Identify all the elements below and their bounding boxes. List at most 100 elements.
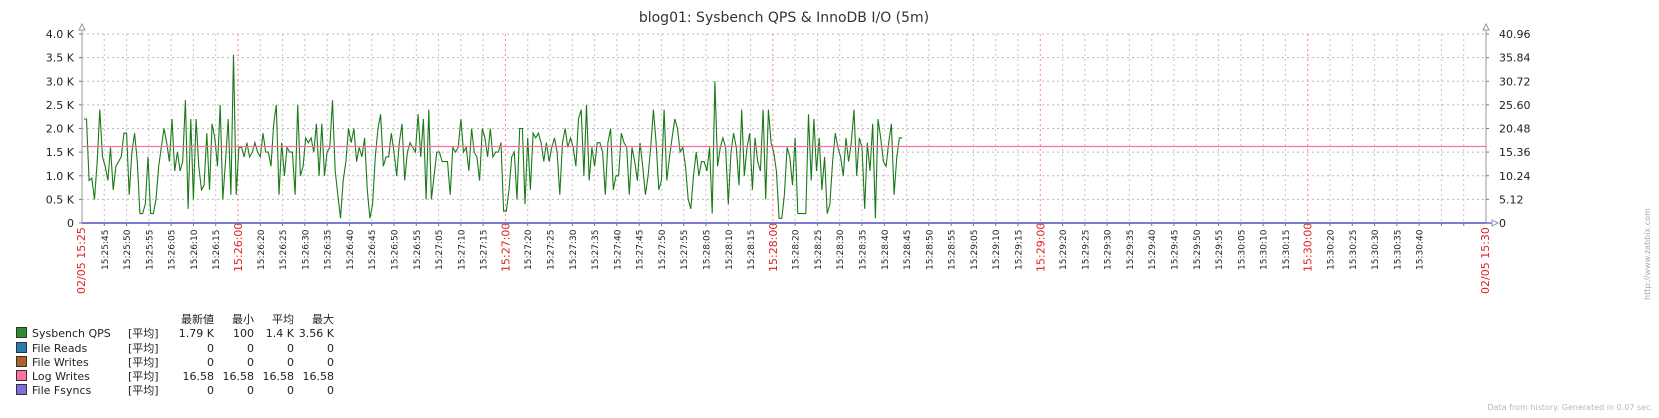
- x-tick-minor: 15:30:35: [1393, 230, 1403, 270]
- y-tick-left: 4.0 K: [46, 28, 75, 41]
- legend-name: Sysbench QPS: [32, 327, 111, 341]
- x-tick-minor: 15:27:45: [636, 230, 646, 270]
- legend-header-avg: 平均: [272, 313, 294, 326]
- legend-agg: [平均]: [128, 370, 159, 384]
- y-tick-right: 5.12: [1499, 193, 1524, 206]
- x-axis-arrow: [1491, 219, 1500, 227]
- legend: 最新値 最小 平均 最大 Sysbench QPS [平均] 1.79 K 10…: [16, 313, 334, 399]
- x-tick-minor: 15:25:55: [145, 230, 155, 270]
- legend-max: 3.56 K: [298, 327, 334, 341]
- x-tick-minor: 15:26:50: [391, 229, 401, 270]
- x-tick-minor: 15:30:30: [1371, 229, 1381, 270]
- x-tick-minor: 15:29:50: [1193, 229, 1203, 270]
- legend-name: File Writes: [32, 355, 89, 369]
- x-tick-minor: 15:26:05: [168, 230, 178, 270]
- x-tick-minor: 15:27:05: [435, 230, 445, 270]
- legend-name: File Fsyncs: [32, 384, 92, 398]
- legend-min: 0: [247, 384, 254, 398]
- legend-swatch: [16, 384, 27, 396]
- y-tick-right: 30.72: [1499, 75, 1531, 88]
- y-tick-left: 3.0 K: [46, 75, 75, 88]
- y-tick-right: 35.84: [1499, 52, 1531, 65]
- x-tick-minor: 15:29:20: [1059, 229, 1069, 270]
- x-tick-minor: 15:29:35: [1126, 230, 1136, 270]
- x-tick-minor: 15:29:10: [992, 229, 1002, 270]
- chart-svg: blog01: Sysbench QPS & InnoDB I/O (5m)0 0…: [46, 10, 1531, 294]
- x-tick-major: 15:29:00: [1034, 223, 1047, 272]
- x-tick-minor: 15:27:40: [613, 229, 623, 270]
- x-tick-minor: 15:29:05: [970, 230, 980, 270]
- legend-swatch: [16, 327, 27, 339]
- y-tick-right: 0: [1499, 217, 1506, 230]
- x-tick-minor: 15:26:30: [301, 229, 311, 270]
- x-tick-minor: 15:26:35: [324, 230, 334, 270]
- y-tick-left: 0.5 K: [46, 193, 75, 206]
- x-tick-minor: 15:26:25: [279, 230, 289, 270]
- x-tick-major: 15:27:00: [499, 223, 512, 272]
- x-tick-major: 15:28:00: [767, 223, 780, 272]
- legend-name: Log Writes: [32, 370, 90, 384]
- x-tick-minor: 15:30:10: [1260, 229, 1270, 270]
- y-tick-right: 15.36: [1499, 146, 1531, 159]
- legend-swatch: [16, 355, 27, 367]
- x-tick-minor: 15:26:20: [257, 229, 267, 270]
- x-tick-minor: 15:28:50: [925, 229, 935, 270]
- legend-swatch: [16, 370, 27, 382]
- x-tick-minor: 15:28:35: [859, 230, 869, 270]
- legend-agg: [平均]: [128, 355, 159, 369]
- x-tick-minor: 15:30:25: [1349, 230, 1359, 270]
- x-tick-minor: 15:27:30: [569, 229, 579, 270]
- x-tick-minor: 15:30:20: [1327, 229, 1337, 270]
- x-end-label: 02/05 15:30: [1479, 227, 1492, 294]
- legend-min: 0: [247, 355, 254, 369]
- x-tick-minor: 15:30:40: [1416, 229, 1426, 270]
- x-tick-minor: 15:28:10: [725, 229, 735, 270]
- x-tick-minor: 15:28:40: [881, 229, 891, 270]
- x-tick-minor: 15:29:55: [1215, 230, 1225, 270]
- legend-avg: 0: [287, 384, 294, 398]
- x-tick-minor: 15:28:05: [703, 230, 713, 270]
- x-tick-minor: 15:26:55: [413, 230, 423, 270]
- legend-avg: 16.58: [262, 370, 295, 384]
- x-tick-minor: 15:26:15: [212, 230, 222, 270]
- legend-min: 0: [247, 341, 254, 355]
- legend-header-min: 最小: [232, 313, 254, 326]
- legend-agg: [平均]: [128, 384, 159, 398]
- x-tick-minor: 15:27:50: [658, 229, 668, 270]
- legend-header-max: 最大: [312, 313, 334, 326]
- legend-agg: [平均]: [128, 327, 159, 341]
- legend-row: Log Writes [平均] 16.58 16.58 16.58 16.58: [16, 370, 334, 384]
- x-tick-minor: 15:25:50: [123, 229, 133, 270]
- legend-last: 0: [207, 341, 214, 355]
- y-tick-left: 0: [67, 217, 74, 230]
- x-tick-minor: 15:29:25: [1081, 230, 1091, 270]
- legend-min: 100: [233, 327, 254, 341]
- x-tick-major: 15:26:00: [232, 223, 245, 272]
- y-tick-right: 40.96: [1499, 28, 1531, 41]
- x-tick-minor: 15:29:30: [1104, 229, 1114, 270]
- legend-last: 0: [207, 355, 214, 369]
- legend-swatch: [16, 341, 27, 353]
- x-tick-minor: 15:27:25: [547, 230, 557, 270]
- zabbix-url: http://www.zabbix.com: [1643, 208, 1652, 300]
- x-tick-minor: 15:28:25: [814, 230, 824, 270]
- x-start-label: 02/05 15:25: [75, 227, 88, 294]
- x-tick-minor: 15:30:15: [1282, 230, 1292, 270]
- y-axis-right-arrow: [1482, 22, 1490, 31]
- x-tick-minor: 15:30:05: [1237, 230, 1247, 270]
- x-tick-minor: 15:27:20: [524, 229, 534, 270]
- y-tick-right: 25.60: [1499, 99, 1531, 112]
- y-tick-left: 3.5 K: [46, 52, 75, 65]
- y-tick-left: 1.0 K: [46, 170, 75, 183]
- x-tick-minor: 15:28:30: [836, 229, 846, 270]
- legend-last: 0: [207, 384, 214, 398]
- x-tick-minor: 15:28:15: [747, 230, 757, 270]
- legend-max: 0: [327, 355, 334, 369]
- legend-header-row: 最新値 最小 平均 最大: [16, 313, 334, 327]
- x-tick-minor: 15:29:40: [1148, 229, 1158, 270]
- x-tick-minor: 15:27:10: [457, 229, 467, 270]
- legend-row: File Reads [平均] 0 0 0 0: [16, 341, 334, 356]
- legend-header-last: 最新値: [181, 313, 214, 326]
- legend-name: File Reads: [32, 341, 88, 355]
- y-tick-right: 20.48: [1499, 123, 1531, 136]
